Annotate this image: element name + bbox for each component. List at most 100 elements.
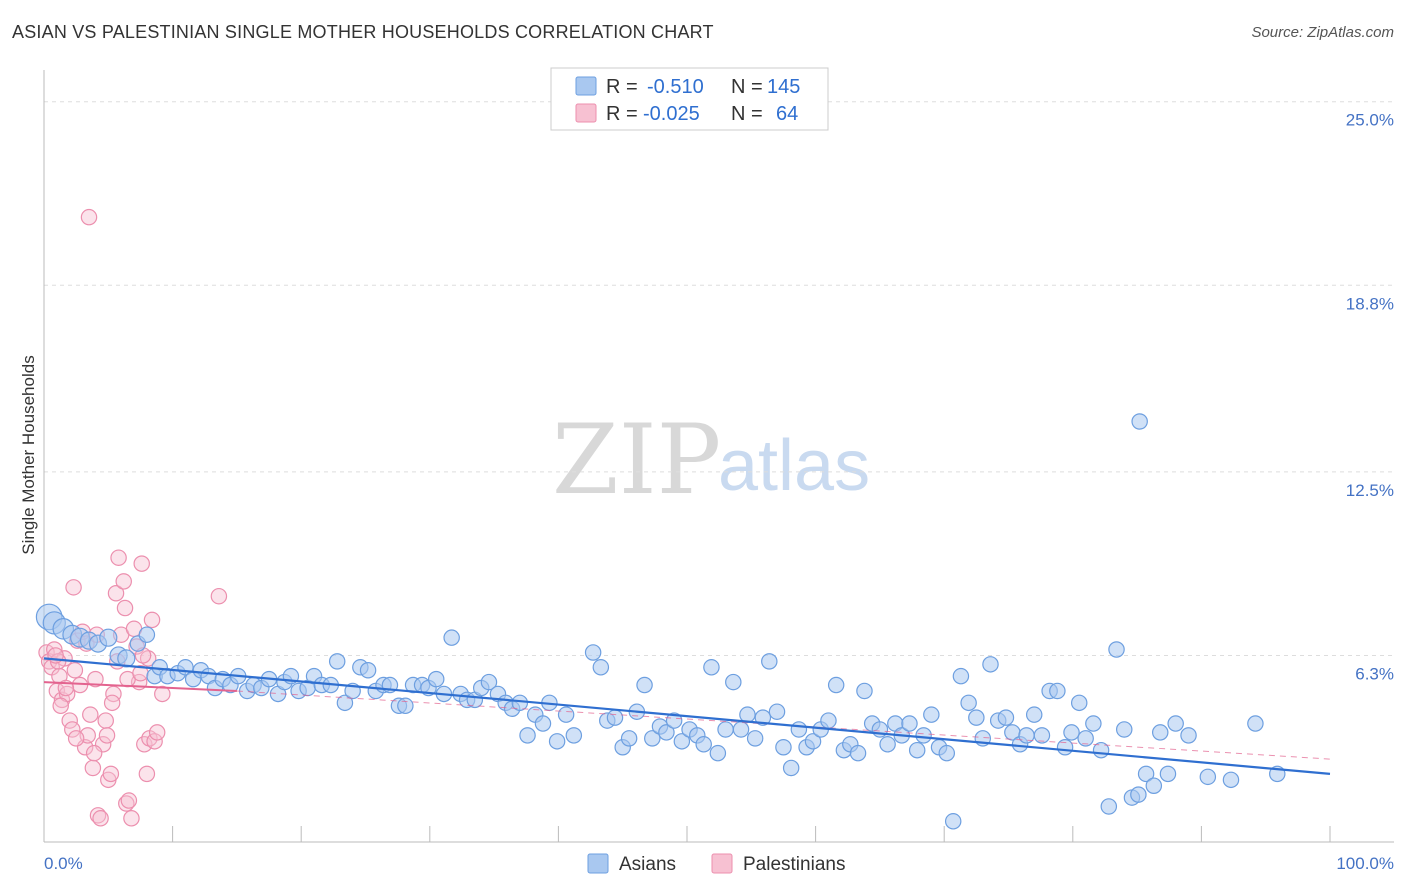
asian-point-117: [944, 813, 962, 830]
pal-point-37: [133, 555, 150, 572]
pal-point-54: [210, 587, 228, 605]
asian-r-label: R =: [606, 76, 638, 98]
pal-point-57: [67, 730, 85, 747]
asian-point-140: [1115, 721, 1133, 738]
asian-point-124: [997, 709, 1015, 726]
asian-point-113: [915, 727, 932, 744]
asian-point-101: [827, 676, 845, 694]
pal-point-28: [110, 549, 127, 566]
pal-point-63: [85, 744, 103, 762]
asian-point-40: [359, 661, 377, 679]
asian-point-69: [592, 659, 610, 676]
axes: [43, 70, 1394, 843]
pal-point-52: [139, 650, 157, 667]
x-tick-labels: 0.0% 100.0%: [44, 854, 1394, 873]
y-tick-1: 12.5%: [1346, 481, 1394, 500]
pal-point-43: [148, 724, 166, 741]
asian-point-78: [658, 724, 675, 741]
asian-point-136: [1085, 715, 1102, 732]
asian-point-129: [1033, 727, 1051, 744]
asian-point-132: [1056, 738, 1074, 756]
asian-point-145: [1151, 724, 1169, 741]
pal-point-11: [66, 661, 84, 679]
asian-point-92: [761, 653, 778, 670]
asian-point-91: [754, 709, 772, 726]
pal-point-21: [92, 810, 109, 827]
x-tick-max: 100.0%: [1336, 854, 1394, 873]
asian-point-80: [673, 733, 691, 750]
asian-point-119: [960, 694, 977, 712]
asian-point-116: [938, 744, 956, 762]
asian-point-144: [1145, 777, 1163, 794]
gridlines: [44, 101, 1394, 656]
series-palestinians-points: [38, 208, 228, 827]
asian-point-151: [1247, 715, 1264, 732]
asian-point-100: [820, 712, 837, 729]
pal-point-23: [97, 712, 114, 729]
asian-point-118: [952, 667, 970, 685]
asian-point-138: [1100, 798, 1118, 815]
asian-point-86: [717, 721, 734, 738]
pal-point-61: [103, 694, 121, 712]
asian-trend-line: [43, 657, 1331, 775]
pal-point-45: [65, 579, 82, 596]
pal-trend-line: [43, 681, 237, 692]
pal-swatch: [575, 103, 597, 123]
pal-point-30: [115, 573, 132, 590]
asian-point-75: [636, 676, 653, 694]
y-tick-labels: 6.3% 12.5% 18.8% 25.0%: [1346, 111, 1394, 684]
asian-point-131: [1049, 682, 1066, 700]
asian-point-96: [790, 721, 808, 738]
asian-point-98: [804, 733, 822, 750]
asian-point-7: [99, 628, 118, 647]
watermark-atlas: atlas: [718, 426, 870, 506]
y-tick-2: 18.8%: [1346, 294, 1394, 313]
x-tick-min: 0.0%: [44, 854, 83, 873]
asian-point-150: [1222, 771, 1240, 789]
series-asians-points: [35, 413, 1286, 830]
pal-point-27: [107, 585, 125, 602]
watermark: ZIP atlas: [552, 404, 870, 516]
asian-point-36: [328, 653, 346, 670]
asian-point-51: [443, 629, 460, 646]
pal-point-17: [82, 706, 99, 723]
asian-point-65: [548, 733, 566, 750]
asian-point-88: [732, 721, 750, 738]
pal-n-value: 64: [776, 103, 798, 125]
legend-asians-swatch: [587, 853, 609, 874]
legend-asians-label: Asians: [619, 854, 676, 875]
pal-r-label: R =: [606, 103, 638, 125]
pal-point-18: [84, 759, 102, 777]
asian-point-146: [1159, 765, 1177, 783]
y-tick-0: 6.3%: [1355, 664, 1394, 683]
asian-point-66: [557, 706, 575, 723]
pal-point-10: [64, 721, 81, 738]
asian-point-105: [856, 682, 873, 700]
asian-swatch: [575, 76, 597, 96]
pal-point-53: [154, 685, 171, 703]
asian-point-9: [117, 649, 136, 668]
source-label: Source: ZipAtlas.com: [1251, 24, 1394, 41]
pal-n-label: N =: [731, 103, 763, 125]
asian-n-label: N =: [731, 76, 763, 98]
asian-point-67: [565, 727, 583, 744]
asian-point-122: [982, 656, 999, 673]
asian-point-104: [849, 744, 867, 762]
legend-palestinians-label: Palestinians: [743, 854, 845, 875]
asian-point-84: [703, 659, 720, 676]
asian-point-133: [1063, 724, 1080, 741]
asian-point-128: [1025, 706, 1043, 723]
asian-point-148: [1180, 727, 1197, 744]
asian-point-49: [427, 670, 445, 688]
pal-point-48: [98, 727, 116, 744]
pal-point-41: [143, 611, 161, 629]
asian-point-37: [336, 694, 354, 712]
pal-point-33: [123, 810, 140, 827]
asian-point-87: [725, 673, 742, 691]
asian-point-149: [1199, 768, 1217, 786]
asian-point-120: [968, 709, 985, 726]
asian-point-147: [1167, 715, 1184, 732]
asian-point-11: [138, 626, 156, 643]
pal-point-13: [71, 676, 89, 694]
asian-point-143: [1137, 765, 1155, 783]
